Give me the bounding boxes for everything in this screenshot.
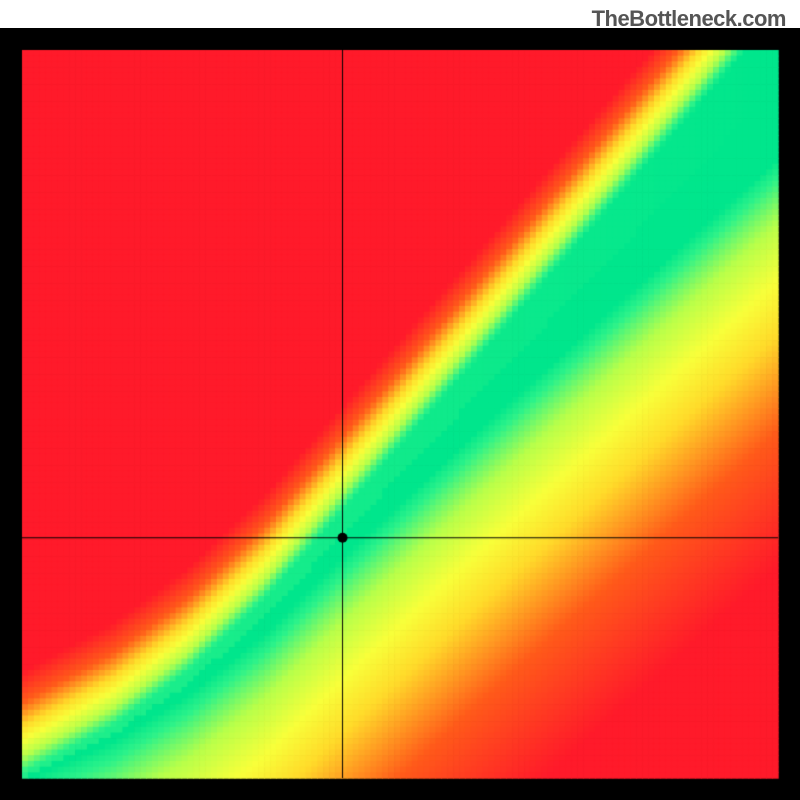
bottleneck-chart-wrapper: TheBottleneck.com (0, 0, 800, 800)
heatmap-container (0, 28, 800, 800)
heatmap-canvas (0, 28, 800, 800)
watermark-text: TheBottleneck.com (592, 6, 786, 32)
